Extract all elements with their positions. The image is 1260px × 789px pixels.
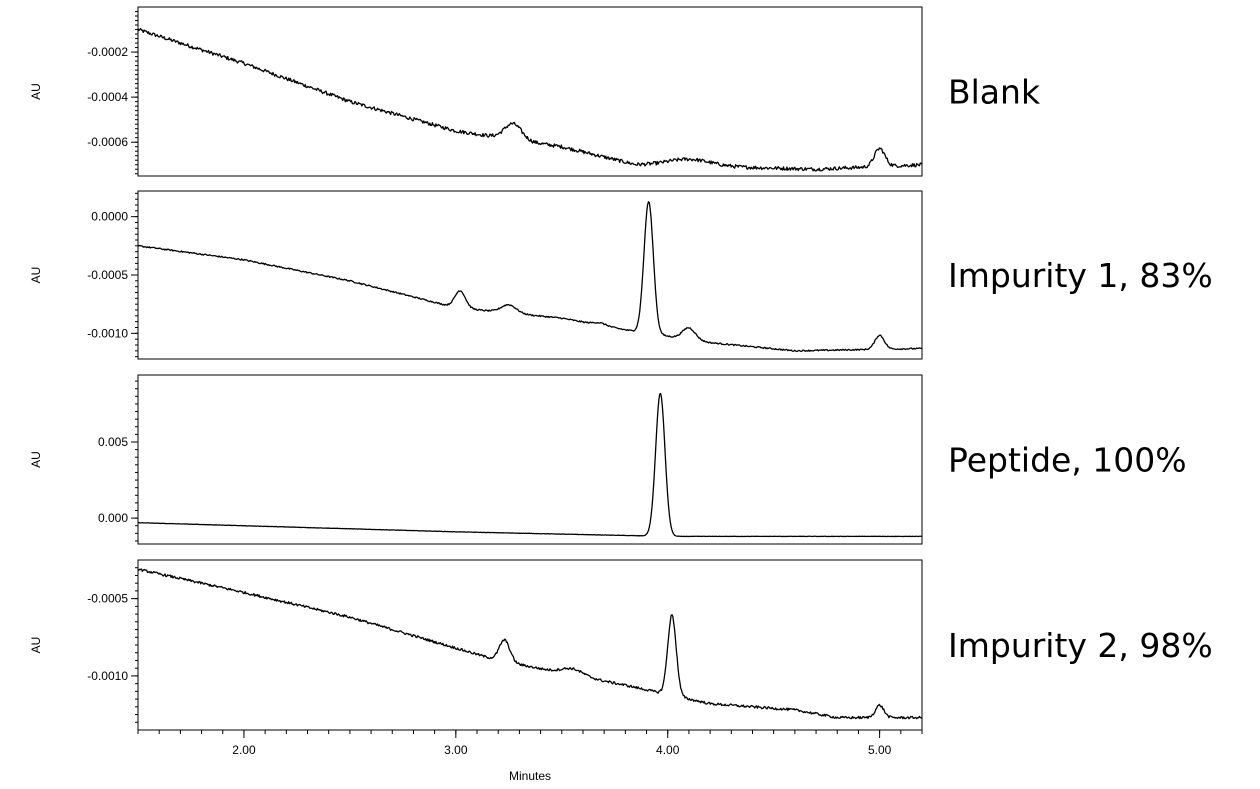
sample-label: Blank: [948, 73, 1041, 112]
plot-frame: [137, 559, 923, 731]
chromatogram-trace: [137, 392, 923, 538]
panel-3: 0.005 0.000 AU Peptide, 100%: [29, 374, 1187, 545]
plot-frame: [137, 190, 923, 360]
y-tick-label: -0.0004: [87, 90, 128, 104]
sample-label: Impurity 2, 98%: [948, 626, 1213, 665]
x-tick-label: 3.00: [444, 743, 468, 757]
y-tick-label: 0.0000: [91, 210, 128, 224]
y-tick-label: -0.0010: [87, 669, 128, 683]
plot-frame: [137, 374, 923, 545]
y-axis-title: AU: [29, 451, 43, 468]
x-axis: 2.00 3.00 4.00 5.00 Minutes: [137, 730, 923, 783]
x-tick-label: 4.00: [656, 743, 680, 757]
sample-label: Impurity 1, 83%: [948, 256, 1213, 295]
sample-label: Peptide, 100%: [948, 441, 1187, 480]
y-axis-title: AU: [29, 83, 43, 100]
chromatogram-trace: [137, 201, 923, 353]
chromatogram-trace: [137, 27, 923, 172]
y-axis-title: AU: [29, 637, 43, 654]
y-axis-title: AU: [29, 267, 43, 284]
y-tick-label: -0.0002: [87, 45, 128, 59]
chromatogram-trace: [137, 568, 923, 720]
x-tick-label: 5.00: [868, 743, 892, 757]
x-tick-label: 2.00: [232, 743, 256, 757]
y-tick-label: 0.005: [98, 435, 128, 449]
x-axis-title: Minutes: [509, 769, 551, 783]
panel-1: -0.0002 -0.0004 -0.0006 AU Blank: [29, 6, 1041, 177]
plot-frame: [137, 6, 923, 177]
panel-2: 0.0000 -0.0005 -0.0010 AU Impurity 1, 83%: [29, 190, 1213, 360]
y-tick-label: -0.0005: [87, 268, 128, 282]
y-tick-label: -0.0010: [87, 326, 128, 340]
y-tick-label: 0.000: [98, 511, 128, 525]
y-tick-label: -0.0006: [87, 135, 128, 149]
y-tick-label: -0.0005: [87, 592, 128, 606]
panel-4: -0.0005 -0.0010 AU Impurity 2, 98%: [29, 559, 1213, 731]
